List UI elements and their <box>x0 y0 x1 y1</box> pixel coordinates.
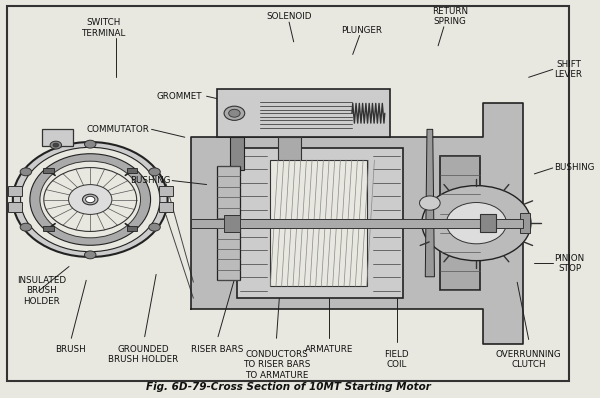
Bar <box>217 89 390 137</box>
Ellipse shape <box>20 147 160 252</box>
Bar <box>224 215 241 232</box>
Bar <box>8 187 22 196</box>
Bar <box>230 137 244 170</box>
Circle shape <box>422 185 531 261</box>
Bar <box>43 226 53 230</box>
Polygon shape <box>425 129 434 277</box>
Circle shape <box>86 196 95 203</box>
Text: FIELD
COIL: FIELD COIL <box>385 350 409 369</box>
Bar <box>41 129 73 146</box>
Text: SWITCH
TERMINAL: SWITCH TERMINAL <box>81 18 125 38</box>
Bar <box>127 226 137 230</box>
Ellipse shape <box>30 154 151 245</box>
Text: INSULATED
BRUSH
HOLDER: INSULATED BRUSH HOLDER <box>17 276 67 306</box>
Ellipse shape <box>40 161 140 238</box>
Bar <box>217 166 241 280</box>
Bar <box>159 187 173 196</box>
Bar <box>520 213 530 233</box>
Circle shape <box>85 140 96 148</box>
Text: RISER BARS: RISER BARS <box>191 345 243 353</box>
Polygon shape <box>191 103 523 344</box>
Circle shape <box>68 185 112 215</box>
Circle shape <box>149 223 160 231</box>
Text: Fig. 6D-79-Cross Section of 10MT Starting Motor: Fig. 6D-79-Cross Section of 10MT Startin… <box>146 382 430 392</box>
Circle shape <box>53 143 59 147</box>
Text: GROMMET: GROMMET <box>157 92 202 101</box>
Bar <box>191 219 523 228</box>
Text: PINION
STOP: PINION STOP <box>554 254 584 273</box>
Text: SHIFT
LEVER: SHIFT LEVER <box>554 60 583 79</box>
Circle shape <box>50 141 62 149</box>
Bar <box>440 156 480 290</box>
Text: CONDUCTORS
TO RISER BARS
TO ARMATURE: CONDUCTORS TO RISER BARS TO ARMATURE <box>243 350 310 380</box>
Circle shape <box>20 223 32 231</box>
Bar <box>270 160 367 286</box>
Bar <box>278 137 301 185</box>
Text: ARMATURE: ARMATURE <box>305 345 353 354</box>
Circle shape <box>446 203 506 244</box>
Bar <box>480 214 496 232</box>
Bar <box>237 148 403 298</box>
Bar <box>127 168 137 173</box>
Text: RETURN
SPRING: RETURN SPRING <box>432 7 468 26</box>
Circle shape <box>149 168 160 176</box>
Text: BUSHING: BUSHING <box>554 164 595 172</box>
Circle shape <box>82 194 98 205</box>
Text: OVERRUNNING
CLUTCH: OVERRUNNING CLUTCH <box>496 350 562 369</box>
Text: BRUSH: BRUSH <box>55 345 86 353</box>
Bar <box>8 202 22 212</box>
Circle shape <box>85 251 96 259</box>
Circle shape <box>20 168 32 176</box>
Text: PLUNGER: PLUNGER <box>341 26 382 35</box>
Text: BUSHING: BUSHING <box>130 176 170 185</box>
Text: SOLENOID: SOLENOID <box>266 12 312 21</box>
Text: GROUNDED
BRUSH HOLDER: GROUNDED BRUSH HOLDER <box>109 345 179 364</box>
Circle shape <box>229 109 240 117</box>
Circle shape <box>224 106 245 120</box>
Text: COMMUTATOR: COMMUTATOR <box>86 125 149 134</box>
Bar <box>43 168 53 173</box>
Circle shape <box>419 196 440 210</box>
Bar <box>159 202 173 212</box>
Ellipse shape <box>13 142 167 257</box>
